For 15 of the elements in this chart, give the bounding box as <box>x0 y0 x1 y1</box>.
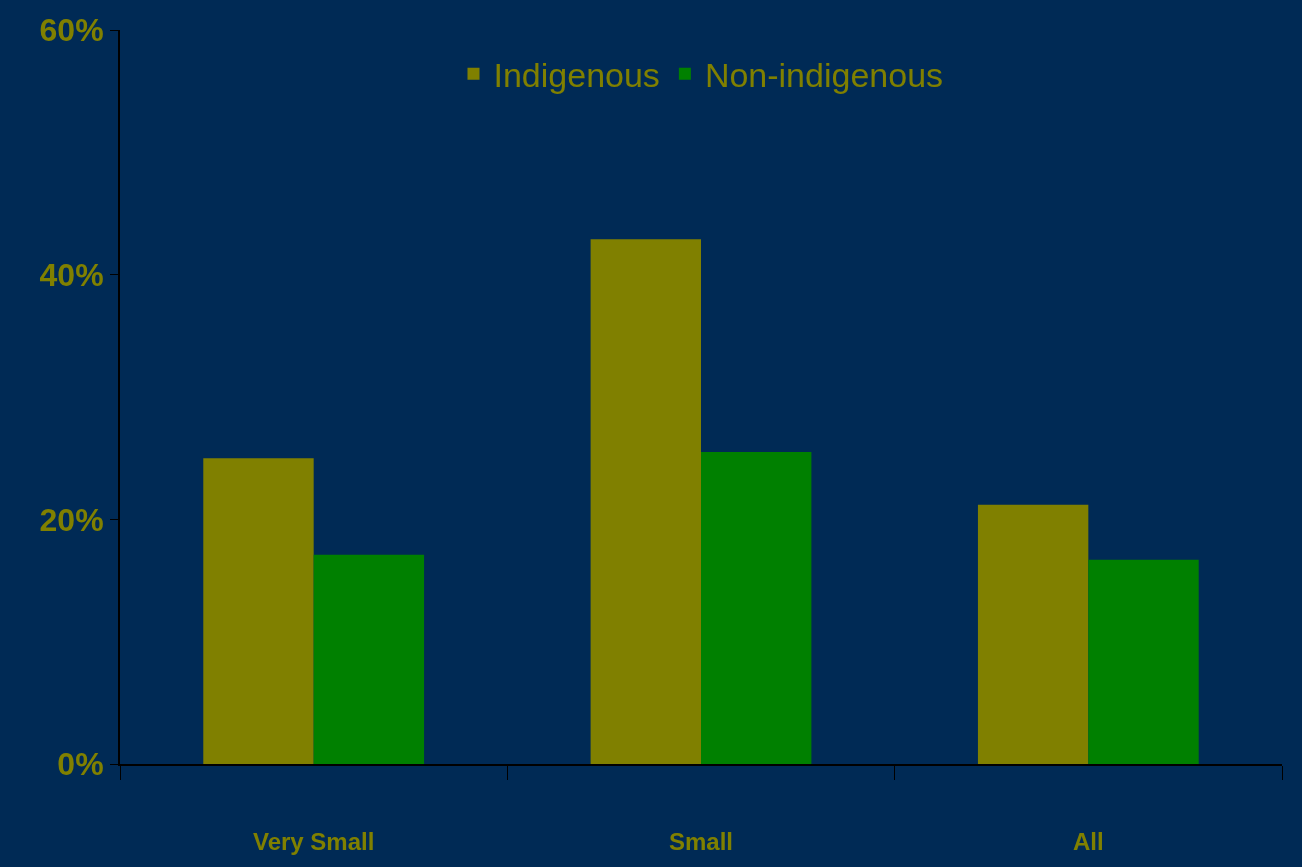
bar <box>313 554 425 764</box>
y-tick-label: 40% <box>39 256 104 293</box>
bar <box>701 452 812 764</box>
y-tick-label: 0% <box>57 746 104 783</box>
x-tick-label: All <box>1072 827 1104 855</box>
bar <box>977 504 1089 764</box>
bar <box>203 458 314 764</box>
bar <box>1088 559 1199 764</box>
legend-label: Indigenous <box>493 55 660 94</box>
x-tick-label: Very Small <box>252 827 375 855</box>
bar <box>590 239 701 764</box>
y-tick-label: 60% <box>39 12 104 49</box>
x-tick-label: Small <box>668 827 734 855</box>
y-tick-label: 20% <box>39 501 104 538</box>
legend-label: Non-indigenous <box>704 55 944 94</box>
